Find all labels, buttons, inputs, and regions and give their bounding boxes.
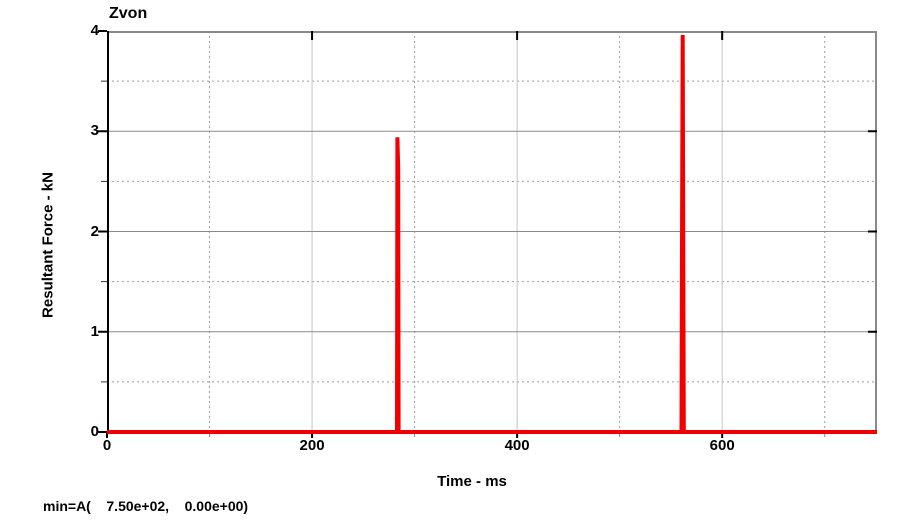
y-tick-label: 2 [90, 222, 99, 240]
y-tick-label: 3 [90, 122, 99, 140]
x-tick-label: 0 [102, 437, 112, 454]
minmax-annotation-block: min=A( 7.50e+02, 0.00e+00) max=A( 5.62e+… [43, 466, 251, 530]
min-annotation: min=A( 7.50e+02, 0.00e+00) [43, 498, 249, 514]
chart-svg [98, 30, 877, 438]
x-axis-title: Time - ms [437, 473, 507, 490]
x-tick-label: 200 [299, 437, 325, 454]
y-axis-title: Resultant Force - kN [39, 172, 57, 318]
y-tick-label: 4 [90, 22, 99, 39]
chart-title: Zvon [109, 5, 148, 22]
y-tick-label: 1 [90, 322, 99, 340]
series-curve-A [107, 34, 877, 434]
y-tick-label: 0 [90, 423, 99, 440]
x-tick-label: 600 [709, 437, 735, 454]
plot-area [98, 30, 877, 438]
x-tick-label: 400 [504, 437, 530, 454]
